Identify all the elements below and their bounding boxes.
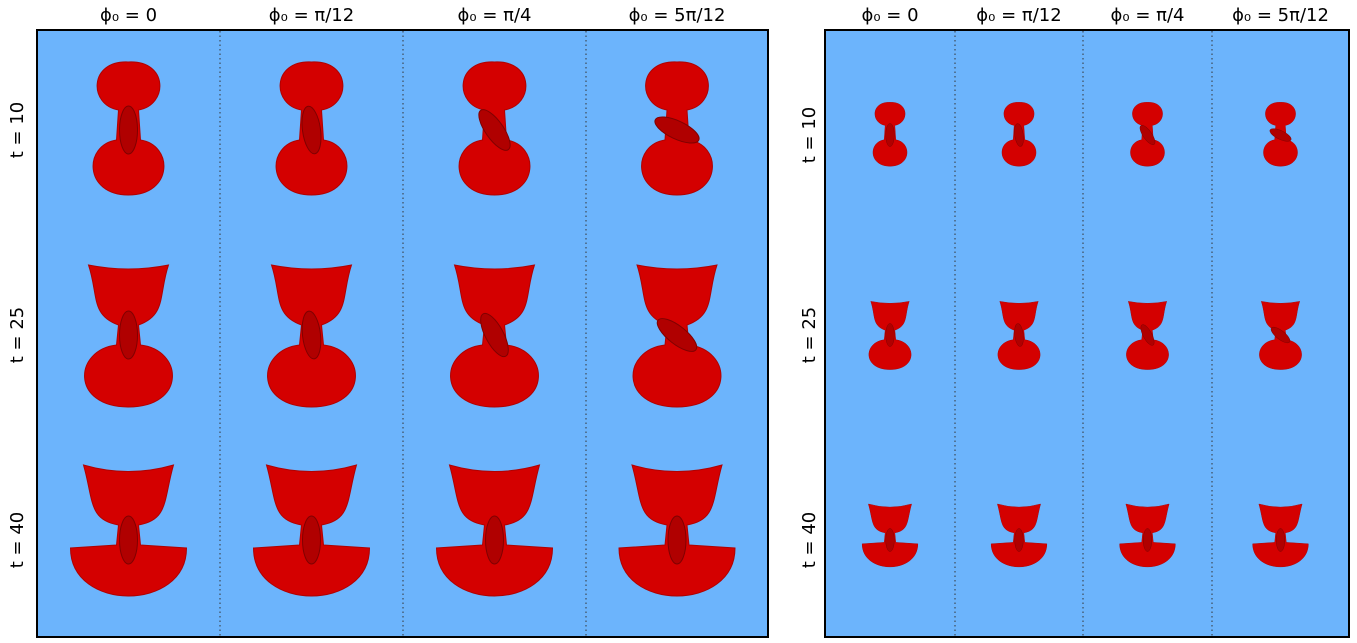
column-header: ϕ₀ = π/4	[1111, 5, 1185, 26]
row-label: t = 10	[7, 102, 28, 159]
particle	[886, 528, 895, 551]
particle	[120, 311, 138, 359]
particle	[1276, 528, 1285, 551]
particle	[886, 123, 895, 146]
column-header: ϕ₀ = π/12	[976, 5, 1061, 26]
particle	[1015, 528, 1024, 551]
row-label: t = 40	[799, 512, 820, 569]
figure: ϕ₀ = 0 ϕ₀ = π/12 ϕ₀ = π/4 ϕ₀ = 5π/12 t = 10 t…	[0, 0, 1357, 643]
particle	[1143, 528, 1152, 551]
column-header: ϕ₀ = 0	[100, 5, 157, 26]
row-label: t = 10	[799, 107, 820, 164]
particle	[886, 323, 895, 346]
row-label: t = 40	[7, 512, 28, 569]
row-label: t = 25	[7, 307, 28, 364]
particle	[486, 516, 504, 564]
column-header: ϕ₀ = π/12	[269, 5, 354, 26]
row-label: t = 25	[799, 307, 820, 364]
column-header: ϕ₀ = 5π/12	[629, 5, 726, 26]
column-header: ϕ₀ = 5π/12	[1232, 5, 1329, 26]
particle	[303, 516, 321, 564]
column-header: ϕ₀ = π/4	[458, 5, 532, 26]
particle	[668, 516, 686, 564]
column-header: ϕ₀ = 0	[861, 5, 918, 26]
particle	[120, 106, 138, 154]
particle	[120, 516, 138, 564]
